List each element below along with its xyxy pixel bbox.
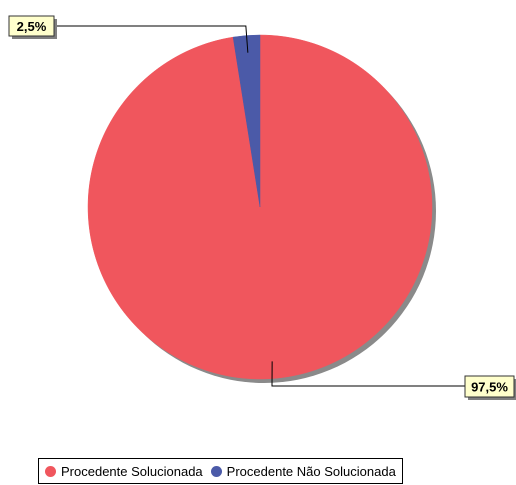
legend-swatch-blue bbox=[210, 465, 222, 477]
legend-swatch-red bbox=[45, 465, 56, 477]
legend: Procedente Solucionada Procedente Não So… bbox=[38, 458, 403, 484]
leader-line bbox=[54, 25, 249, 53]
legend-item-procedente-solucionada: Procedente Solucionada bbox=[45, 464, 203, 479]
data-label: 2,5% bbox=[17, 19, 47, 34]
legend-item-procedente-nao-solucionada: Procedente Não Solucionada bbox=[210, 463, 396, 479]
leader-line bbox=[271, 361, 465, 387]
data-label-box bbox=[8, 15, 55, 37]
data-labels: 2,5% 97,5% bbox=[8, 15, 516, 400]
pie-slices bbox=[87, 34, 433, 380]
pie-chart: 2,5% 97,5% bbox=[8, 15, 516, 400]
data-label-box bbox=[464, 375, 515, 398]
legend-label: Procedente Solucionada bbox=[61, 463, 203, 479]
legend-label: Procedente Não Solucionada bbox=[226, 463, 396, 479]
data-label: 97,5% bbox=[471, 380, 508, 395]
